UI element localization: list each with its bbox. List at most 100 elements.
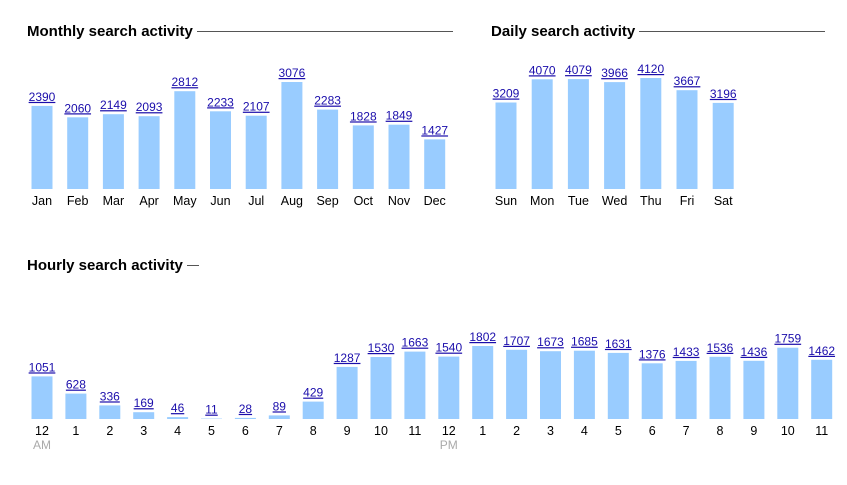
bar-value-link[interactable]: 1802 <box>469 330 496 344</box>
bar-value-link[interactable]: 3076 <box>279 66 306 80</box>
bar-value-link[interactable]: 3667 <box>674 74 701 88</box>
bar <box>370 357 392 419</box>
bar-value-link[interactable]: 1536 <box>707 341 734 355</box>
bar-value-link[interactable]: 1828 <box>350 109 377 123</box>
bar <box>234 417 256 419</box>
bar-value-link[interactable]: 628 <box>66 378 86 392</box>
bar-value-link[interactable]: 1376 <box>639 347 666 361</box>
x-tick-label: 8 <box>310 424 317 438</box>
bar-value-link[interactable]: 1685 <box>571 335 598 349</box>
bar-value-link[interactable]: 1759 <box>774 332 801 346</box>
bar-value-link[interactable]: 28 <box>239 402 253 416</box>
x-tick-label: 1 <box>479 424 486 438</box>
bar <box>567 79 589 189</box>
bar-value-link[interactable]: 1540 <box>435 341 462 355</box>
x-tick-sublabel: AM <box>33 438 51 452</box>
bar <box>675 360 697 419</box>
bar-value-link[interactable]: 1849 <box>386 109 413 123</box>
x-tick-label: 7 <box>683 424 690 438</box>
x-tick-label: Tue <box>568 194 589 208</box>
x-tick-label: 11 <box>408 424 421 438</box>
x-tick-label: Oct <box>354 194 374 208</box>
bar-value-link[interactable]: 169 <box>134 396 154 410</box>
bar <box>99 405 121 419</box>
bar <box>641 363 663 419</box>
x-tick-label: Sun <box>495 194 517 208</box>
bar <box>404 351 426 419</box>
bar-value-link[interactable]: 2233 <box>207 95 234 109</box>
bar <box>573 350 595 419</box>
x-tick-label: Apr <box>139 194 158 208</box>
bar-value-link[interactable]: 2060 <box>64 101 91 115</box>
bar <box>531 79 553 189</box>
x-tick-label: Nov <box>388 194 411 208</box>
bar-value-link[interactable]: 3196 <box>710 87 737 101</box>
bar <box>506 349 528 419</box>
bar-value-link[interactable]: 336 <box>100 389 120 403</box>
x-tick-label: Dec <box>424 194 446 208</box>
x-tick-label: 3 <box>140 424 147 438</box>
bar <box>281 82 303 189</box>
bar-value-link[interactable]: 2149 <box>100 98 127 112</box>
bar-value-link[interactable]: 4079 <box>565 63 592 77</box>
x-tick-label: Aug <box>281 194 303 208</box>
bar-value-link[interactable]: 1287 <box>334 351 361 365</box>
bar <box>210 111 231 189</box>
x-tick-label: Jul <box>248 194 264 208</box>
bar <box>31 105 53 189</box>
bar-value-link[interactable]: 1631 <box>605 337 632 351</box>
bar-value-link[interactable]: 2107 <box>243 100 270 114</box>
bar <box>712 102 734 189</box>
x-tick-label: 2 <box>513 424 520 438</box>
bar-value-link[interactable]: 1051 <box>29 360 56 374</box>
bar <box>495 102 517 189</box>
bar-value-link[interactable]: 1673 <box>537 335 564 349</box>
bar-value-link[interactable]: 429 <box>303 386 323 400</box>
bar-value-link[interactable]: 4070 <box>529 63 556 77</box>
x-tick-label: 10 <box>374 424 388 438</box>
bar-value-link[interactable]: 4120 <box>637 62 664 76</box>
bar-value-link[interactable]: 89 <box>273 399 287 413</box>
bar-value-link[interactable]: 3966 <box>601 66 628 80</box>
x-tick-label: 12 <box>35 424 49 438</box>
bar-value-link[interactable]: 2812 <box>171 75 198 89</box>
monthly-chart-title: Monthly search activity <box>27 23 193 40</box>
bar-value-link[interactable]: 1436 <box>741 345 768 359</box>
x-tick-label: 10 <box>781 424 795 438</box>
bar <box>388 124 410 189</box>
bar <box>317 109 339 189</box>
bar <box>438 356 460 419</box>
bar <box>65 393 87 419</box>
x-tick-label: 5 <box>615 424 622 438</box>
bar-value-link[interactable]: 1433 <box>673 345 700 359</box>
monthly-heading-row: Monthly search activity <box>27 23 453 40</box>
x-tick-label: Sat <box>714 194 733 208</box>
bar-value-link[interactable]: 1462 <box>808 344 835 358</box>
x-tick-label: 9 <box>344 424 351 438</box>
hourly-chart-title: Hourly search activity <box>27 257 183 274</box>
x-tick-label: 3 <box>547 424 554 438</box>
bar <box>709 356 731 419</box>
monthly-title-rule <box>196 31 453 32</box>
bar-value-link[interactable]: 1530 <box>368 341 395 355</box>
x-tick-label: Jan <box>32 194 52 208</box>
bar <box>811 359 833 419</box>
x-tick-label: 12 <box>442 424 456 438</box>
bar-value-link[interactable]: 3209 <box>493 87 520 101</box>
bar-value-link[interactable]: 1707 <box>503 334 530 348</box>
x-tick-label: Wed <box>602 194 628 208</box>
bar-value-link[interactable]: 2093 <box>136 100 163 114</box>
bar-value-link[interactable]: 1427 <box>421 123 448 137</box>
bar <box>604 82 626 189</box>
bar-value-link[interactable]: 1663 <box>402 336 429 350</box>
bar-value-link[interactable]: 2390 <box>29 90 56 104</box>
bar-value-link[interactable]: 2283 <box>314 94 341 108</box>
bar-value-link[interactable]: 46 <box>171 401 185 415</box>
bar-value-link[interactable]: 11 <box>205 403 218 417</box>
bar <box>424 139 446 189</box>
x-tick-label: 4 <box>174 424 181 438</box>
bar <box>640 78 662 189</box>
